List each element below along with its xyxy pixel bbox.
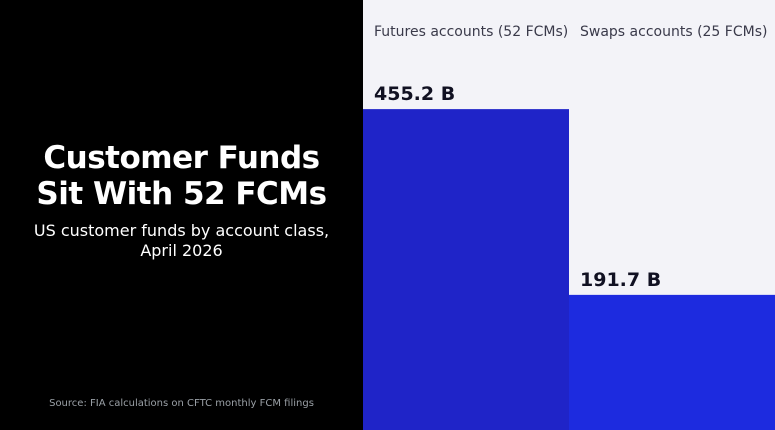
- chart-subtitle-line-2: April 2026: [140, 241, 223, 260]
- category-label-1: Futures accounts (52 FCMs): [374, 24, 568, 40]
- bar-chart: 455.2 B Futures accounts (52 FCMs) 191.7 B…: [363, 24, 775, 430]
- chart-title-line-1: Customer Funds: [43, 140, 320, 176]
- bar-2: [569, 294, 775, 430]
- chart-subtitle-line-1: US customer funds by account class,: [33, 221, 330, 240]
- chart-title: Customer Funds Sit With 52 FCMs: [0, 140, 363, 212]
- bar-1: [363, 109, 569, 430]
- chart-subtitle: US customer funds by account class, Apri…: [10, 221, 353, 261]
- value-label-2: 191.7 B: [580, 269, 661, 291]
- category-label-2: Swaps accounts (25 FCMs): [580, 24, 767, 40]
- chart-panel: 455.2 B Futures accounts (52 FCMs) 191.7 B…: [363, 0, 775, 430]
- title-panel: Customer Funds Sit With 52 FCMs US custo…: [0, 0, 363, 430]
- chart-title-line-2: Sit With 52 FCMs: [36, 176, 327, 212]
- value-label-1: 455.2 B: [374, 83, 455, 105]
- source-note: Source: FIA calculations on CFTC monthly…: [49, 398, 314, 409]
